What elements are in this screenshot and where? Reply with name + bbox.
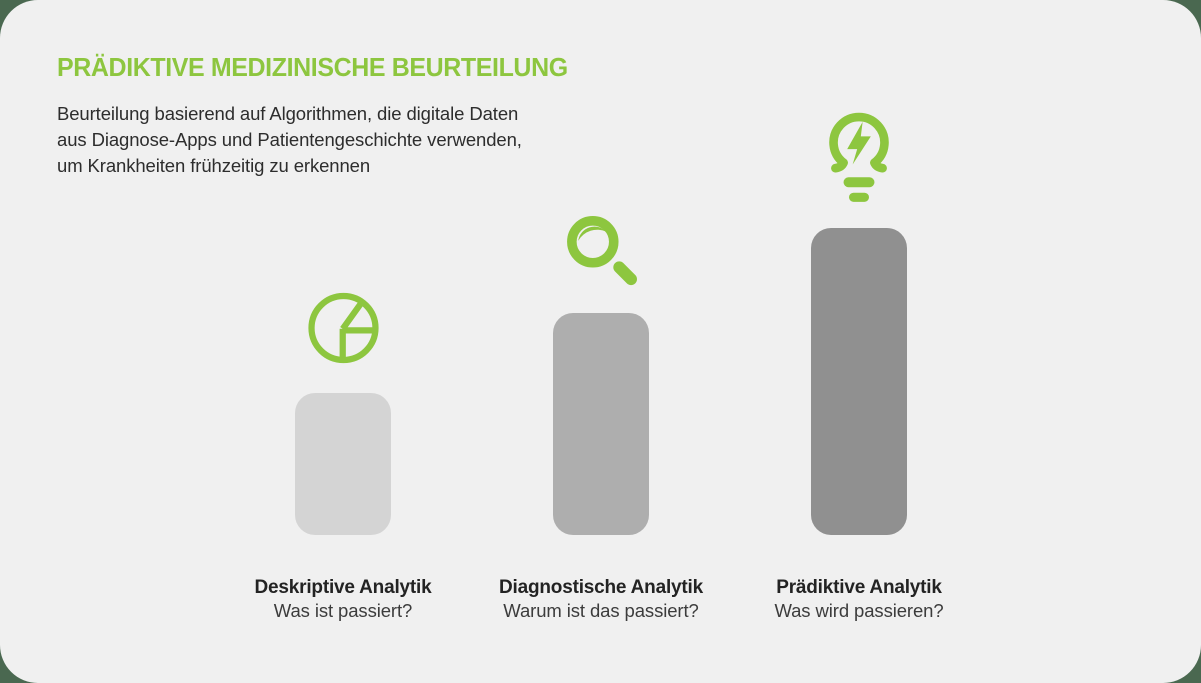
label-block-diagnostic: Diagnostische Analytik Warum ist das pas… <box>499 576 703 622</box>
label-predictive-analytics: Prädiktive Analytik <box>776 577 942 598</box>
subtitle-line-1: Beurteilung basierend auf Algorithmen, d… <box>57 103 519 124</box>
question-diagnostic-analytics: Warum ist das passiert? <box>503 600 699 621</box>
subtitle-line-3: um Krankheiten frühzeitig zu erkennen <box>57 155 371 176</box>
subtitle-line-2: aus Diagnose-Apps und Patientengeschicht… <box>57 129 522 150</box>
column-diagnostic-analytics: Diagnostische Analytik Warum ist das pas… <box>472 90 730 622</box>
label-block-predictive: Prädiktive Analytik Was wird passieren? <box>774 576 943 622</box>
page-subtitle: Beurteilung basierend auf Algorithmen, d… <box>57 101 697 179</box>
bar-descriptive <box>295 393 391 535</box>
question-predictive-analytics: Was wird passieren? <box>774 600 944 621</box>
magnifying-glass-icon <box>560 209 642 291</box>
column-descriptive-analytics: Deskriptive Analytik Was ist passiert? <box>214 90 472 622</box>
label-descriptive-analytics: Deskriptive Analytik <box>254 577 432 598</box>
lightbulb-icon <box>818 110 900 210</box>
column-predictive-analytics: Prädiktive Analytik Was wird passieren? <box>730 90 988 622</box>
page-title: PRÄDIKTIVE MEDIZINISCHE BEURTEILUNG <box>57 52 568 82</box>
analytics-bar-chart: Deskriptive Analytik Was ist passiert? D… <box>214 90 988 622</box>
label-block-descriptive: Deskriptive Analytik Was ist passiert? <box>255 576 432 622</box>
bar-predictive <box>811 228 907 535</box>
bar-diagnostic <box>553 313 649 535</box>
question-descriptive-analytics: Was ist passiert? <box>273 600 413 621</box>
pie-chart-icon <box>304 289 383 367</box>
header: PRÄDIKTIVE MEDIZINISCHE BEURTEILUNG Beur… <box>57 52 697 179</box>
label-diagnostic-analytics: Diagnostische Analytik <box>499 577 703 598</box>
